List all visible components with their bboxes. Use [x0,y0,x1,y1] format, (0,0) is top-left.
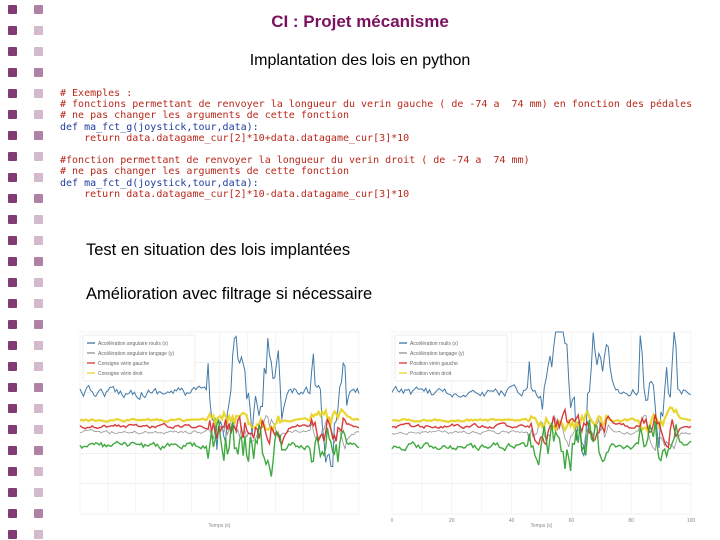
left-plot-screenshot: Accélération angulaire roulis (x) Accélér… [60,328,365,528]
x-tick-label: 20 [449,518,455,524]
sidebar-square [34,299,43,308]
sidebar-square [8,383,17,392]
sidebar-square [34,530,43,539]
sidebar-square [8,320,17,329]
legend-label: Consigne vérin droit [98,371,143,377]
sidebar-square [34,362,43,371]
sidebar-square [8,404,17,413]
legend-label: Accélération roulis (x) [410,341,458,347]
sidebar-square [34,341,43,350]
sidebar-square [34,110,43,119]
sidebar-square [34,236,43,245]
sidebar-square [34,89,43,98]
series-trace [79,407,360,435]
x-axis-label: Temps (s) [209,523,231,528]
series-trace [79,419,360,477]
sidebar-square [34,488,43,497]
sidebar-square [8,236,17,245]
sidebar-square [8,89,17,98]
sidebar-square [34,404,43,413]
legend-label: Position vérin droit [410,371,452,377]
bullet-test: Test en situation des lois implantées [86,241,351,259]
sidebar-square [8,131,17,140]
series-trace [391,331,692,458]
sidebar-square [8,215,17,224]
sidebar-square [34,173,43,182]
sidebar-square [8,467,17,476]
sidebar-square [8,446,17,455]
code-line: #fonction permettant de renvoyer la long… [60,155,530,167]
code-line: # ne pas changer les arguments de cette … [60,110,349,122]
x-tick-label: 40 [509,518,515,524]
sidebar-square [34,5,43,14]
sidebar-square [8,362,17,371]
code-line: # fonctions permettant de renvoyer la lo… [60,99,692,111]
sidebar-square [34,194,43,203]
right-plot-screenshot: Accélération roulis (x) Accélération tang… [372,328,697,528]
sidebar-square [8,341,17,350]
sidebar-square [8,488,17,497]
sidebar-square [34,47,43,56]
decorative-sidebar [0,0,55,540]
legend-label: Accélération tangage (y) [410,351,465,357]
sidebar-square [8,173,17,182]
sidebar-square [8,68,17,77]
series-trace [391,405,692,435]
legend-label: Accélération angulaire roulis (x) [98,341,168,347]
legend-box [394,334,508,382]
sidebar-square [8,110,17,119]
code-line: # ne pas changer les arguments de cette … [60,166,349,178]
sidebar-square [8,5,17,14]
sidebar-square [34,257,43,266]
x-tick-label: 60 [569,518,575,524]
sidebar-square [8,47,17,56]
series-trace [391,419,692,471]
sidebar-square [8,530,17,539]
python-code-block: # Exemples : # fonctions permettant de re… [60,88,692,203]
slide-subtitle: Implantation des lois en python [249,52,471,69]
sidebar-square [8,194,17,203]
bullet-improvement: Amélioration avec filtrage si nécessaire [86,285,373,303]
sidebar-square [8,257,17,266]
sidebar-square [34,152,43,161]
sidebar-square [34,26,43,35]
sidebar-square [34,446,43,455]
sidebar-square [8,278,17,287]
series-trace [391,407,692,449]
legend-label: Position vérin gauche [410,361,458,367]
sidebar-square [34,215,43,224]
legend-label: Consigne vérin gauche [98,361,149,367]
legend-label: Accélération angulaire tangage (y) [98,351,174,357]
code-line: def ma_fct_g(joystick,tour,data): [60,121,259,133]
code-line: # Exemples : [60,88,133,99]
code-line: return data.datagame_cur[2]*10+data.data… [60,132,410,144]
sidebar-square [34,383,43,392]
x-tick-label: 0 [391,518,394,524]
x-axis-label: Temps (s) [531,523,553,528]
code-line [60,144,692,155]
x-tick-label: 100 [687,518,696,524]
sidebar-square [8,509,17,518]
sidebar-square [8,425,17,434]
sidebar-square [34,68,43,77]
sidebar-square [34,425,43,434]
sidebar-square [34,278,43,287]
slide-title: CI : Projet mécanisme [271,12,449,31]
code-line: return data.datagame_cur[2]*10-data.data… [60,188,410,200]
legend-box [82,334,196,382]
sidebar-square [34,131,43,140]
sidebar-square [34,509,43,518]
sidebar-square [8,26,17,35]
x-tick-label: 80 [628,518,634,524]
sidebar-square [8,152,17,161]
sidebar-square [8,299,17,308]
code-line: def ma_fct_d(joystick,tour,data): [60,177,259,189]
sidebar-square [34,467,43,476]
sidebar-square [34,320,43,329]
